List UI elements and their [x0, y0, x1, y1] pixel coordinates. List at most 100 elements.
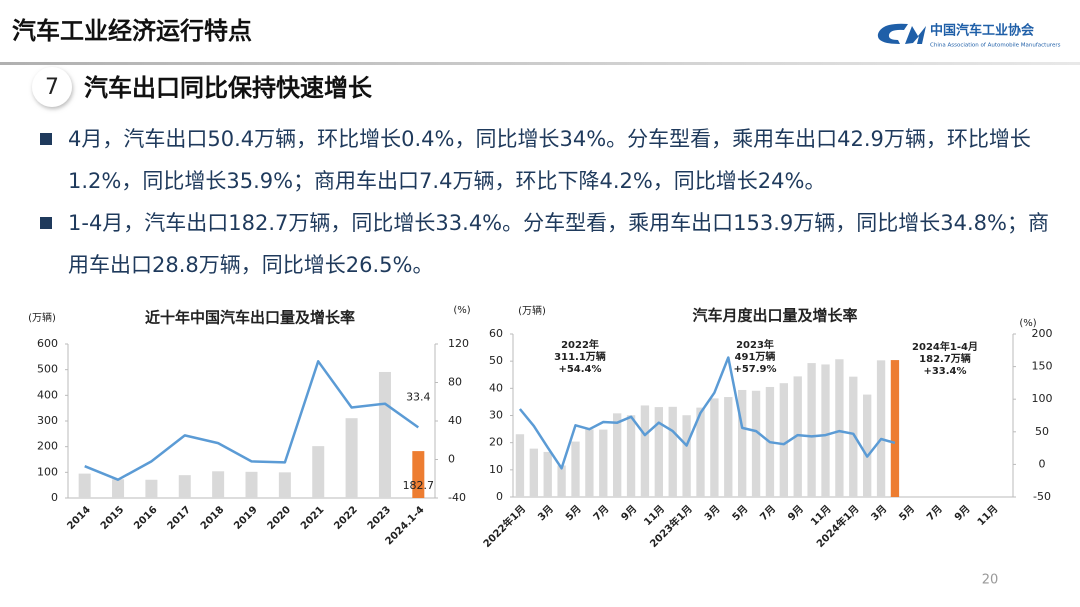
- bar: [640, 405, 650, 497]
- y2-axis-label: (%): [453, 305, 470, 316]
- x-tick-label: 2023: [366, 504, 393, 531]
- bar: [278, 472, 291, 498]
- bar: [178, 475, 191, 498]
- y2-tick-label: -50: [1033, 490, 1051, 503]
- section-title: 汽车出口同比保持快速增长: [84, 74, 373, 102]
- annotation: 491万辆: [735, 350, 776, 363]
- bullet: 1-4月，汽车出口182.7万辆，同比增长33.4%。分车型看，乘用车出口153…: [40, 202, 1050, 286]
- bar: [378, 371, 391, 498]
- x-tick-label: 2018: [199, 504, 226, 531]
- section-number: 7: [45, 75, 59, 100]
- y-tick-label: 0: [51, 491, 58, 504]
- logo-mark: [905, 26, 926, 44]
- y-tick-label: 500: [37, 363, 58, 376]
- line: [518, 356, 896, 470]
- y2-tick-label: 120: [448, 337, 469, 350]
- y2-tick-label: 200: [1032, 327, 1053, 340]
- y2-tick-label: 0: [1039, 457, 1046, 470]
- y-axis-label: (万辆): [28, 311, 56, 324]
- bar: [738, 389, 747, 497]
- bar: [724, 397, 733, 497]
- bullet-list: 4月，汽车出口50.4万辆，环比增长0.4%，同比增长34%。分车型看，乘用车出…: [40, 118, 1050, 286]
- x-tick-label: 5月: [730, 503, 750, 523]
- x-tick-label: 2017: [166, 504, 193, 531]
- annotation: +54.4%: [558, 364, 601, 375]
- bar: [212, 471, 225, 498]
- bar: [529, 448, 538, 497]
- x-tick-label: 2015: [99, 504, 126, 531]
- line: [84, 360, 420, 481]
- data-label: 33.4: [406, 390, 431, 403]
- y2-tick-label: 100: [1032, 392, 1053, 405]
- bar: [145, 479, 158, 498]
- bar: [682, 415, 691, 497]
- bar: [807, 363, 816, 497]
- logo-text: 中国汽车工业协会: [930, 23, 1035, 39]
- annotation: +33.4%: [923, 366, 966, 377]
- x-tick-label: 11月: [642, 503, 667, 528]
- y-tick-label: 300: [37, 414, 58, 427]
- y-tick-label: 50: [489, 354, 503, 367]
- page-number: 20: [982, 573, 999, 588]
- y-tick-label: 0: [496, 490, 503, 503]
- logo-subtext: China Association of Automobile Manufact…: [930, 43, 1061, 49]
- x-tick-label: 3月: [702, 503, 722, 523]
- x-tick-label: 3月: [869, 503, 889, 523]
- bar: [345, 418, 358, 498]
- bar: [835, 359, 844, 497]
- bar: [78, 473, 91, 498]
- header-title: 汽车工业经济运行特点: [12, 17, 252, 45]
- chart-title: 汽车月度出口量及增长率: [692, 307, 857, 325]
- annotation: 2022年: [561, 338, 599, 351]
- bar: [557, 465, 566, 497]
- charts: 近十年中国汽车出口量及增长率(万辆)(%)0100200300400500600…: [28, 304, 1052, 550]
- y2-tick-label: 80: [448, 376, 462, 389]
- y-axis-label: (万辆): [518, 304, 546, 317]
- bar: [571, 441, 580, 497]
- bar: [412, 451, 425, 498]
- y2-tick-label: -40: [448, 491, 466, 504]
- x-tick-label: 2022: [332, 504, 359, 531]
- logo-mark: [877, 23, 908, 44]
- x-tick-label: 11月: [975, 503, 1000, 528]
- x-tick-label: 9月: [619, 503, 639, 523]
- x-tick-label: 2016: [132, 504, 159, 531]
- bar: [849, 376, 858, 497]
- y-tick-label: 400: [37, 388, 58, 401]
- y2-axis-label: (%): [1019, 318, 1036, 329]
- annotation: 182.7万辆: [919, 352, 971, 365]
- y2-tick-label: 50: [1035, 425, 1049, 438]
- x-tick-label: 5月: [897, 503, 917, 523]
- bar: [543, 451, 552, 497]
- bar: [751, 390, 761, 497]
- bar: [890, 360, 900, 497]
- x-tick-label: 5月: [563, 503, 583, 523]
- bar: [626, 415, 636, 497]
- annotation: 2023年: [736, 338, 774, 351]
- bar: [112, 479, 125, 498]
- bar: [779, 383, 788, 497]
- annotation: 311.1万辆: [554, 350, 606, 363]
- bar: [821, 364, 830, 497]
- bullet: 4月，汽车出口50.4万辆，环比增长0.4%，同比增长34%。分车型看，乘用车出…: [40, 118, 1050, 202]
- bar: [585, 429, 594, 497]
- x-tick-label: 7月: [591, 503, 611, 523]
- bar: [793, 376, 802, 497]
- x-tick-label: 7月: [758, 503, 778, 523]
- bar: [668, 406, 677, 497]
- bar: [599, 429, 608, 497]
- x-tick-label: 2019: [232, 504, 259, 531]
- y-tick-label: 100: [37, 465, 58, 478]
- bar: [312, 446, 325, 498]
- chart-title: 近十年中国汽车出口量及增长率: [145, 309, 355, 327]
- x-tick-label: 9月: [785, 503, 805, 523]
- data-label: 182.7: [403, 479, 435, 492]
- y2-tick-label: 150: [1032, 360, 1053, 373]
- bar: [876, 360, 886, 497]
- x-tick-label: 9月: [952, 503, 972, 523]
- y-tick-label: 60: [489, 327, 503, 340]
- bar: [696, 407, 705, 497]
- x-tick-label: 2021: [299, 504, 326, 531]
- y-tick-label: 30: [489, 409, 503, 422]
- x-tick-label: 2022年1月: [480, 502, 528, 550]
